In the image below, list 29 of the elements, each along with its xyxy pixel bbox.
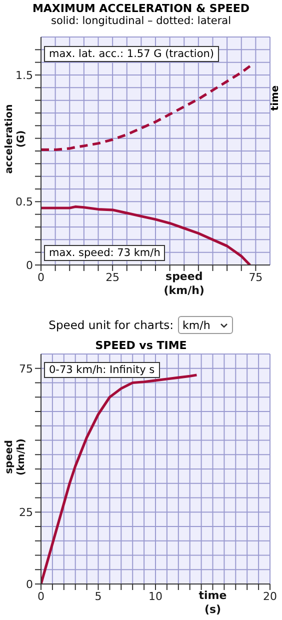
y2-axis-title: time [270, 85, 281, 111]
x-tick-label: 20 [263, 590, 277, 603]
x-tick-label: 75 [248, 270, 263, 284]
chart-subtitle: solid: longitudinal – dotted: lateral [50, 15, 232, 27]
annotation: 0-73 km/h: Infinity s [44, 362, 160, 378]
line-series [41, 374, 198, 584]
x-tick-label: 10 [148, 590, 162, 603]
x-tick-label: 0 [38, 590, 44, 603]
x-axis-title: time (s) [198, 589, 227, 616]
y-tick-label: 75 [19, 362, 33, 376]
x-tick-label: 0 [38, 270, 44, 284]
unit-select: km/h [178, 316, 234, 334]
x-tick-label: 25 [106, 270, 120, 284]
y-tick-label: 0.5 [16, 196, 33, 209]
y-tick-label: 25 [19, 506, 33, 520]
y-tick-label: 0 [26, 258, 33, 272]
chart-title: SPEED vs TIME [94, 339, 188, 352]
annotation: max. lat. acc.: 1.57 G (traction) [44, 46, 220, 62]
line-series [41, 64, 252, 152]
line-series [41, 205, 252, 265]
y-tick-label: 1.5 [16, 68, 33, 82]
y-axis-title: speed (km/h) [4, 438, 27, 476]
chart-title: MAXIMUM ACCELERATION & SPEED [31, 2, 251, 15]
text: Speed unit for charts: [48, 318, 174, 332]
y-tick-label: 0 [26, 578, 33, 591]
y-axis-title: acceleration (G) [4, 104, 27, 174]
x-tick-label: 5 [94, 590, 102, 603]
x-axis-title: speed (km/h) [164, 270, 204, 297]
annotation: max. speed: 73 km/h [44, 245, 166, 261]
